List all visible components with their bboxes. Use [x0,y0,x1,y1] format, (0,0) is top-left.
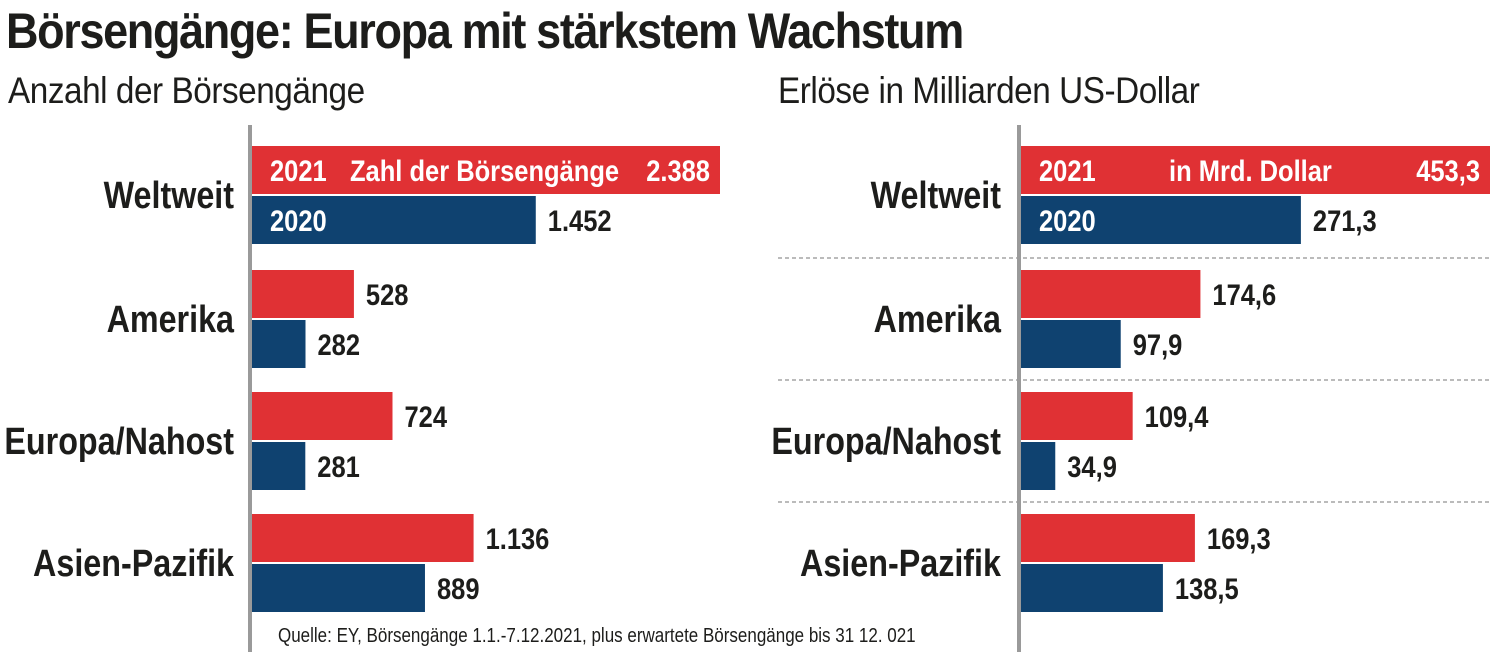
bar-2021-amerika [250,270,354,318]
data-label: 1.452 [548,204,612,237]
bar-2021-weltweit [1019,146,1490,194]
data-label: 282 [318,328,361,361]
series-label: 2020 [1039,204,1096,237]
data-label: 97,9 [1133,328,1183,361]
category-label: Europa/Nahost [771,421,1001,463]
data-label: 169,3 [1207,522,1271,555]
data-label: 138,5 [1175,572,1239,605]
bar-2020-asien-pazifik [250,564,425,612]
series-label: 2020 [270,204,327,237]
data-label: 281 [317,450,360,483]
bar-2020-weltweit [1019,196,1301,244]
data-label: 1.136 [486,522,550,555]
left-chart-subtitle: Anzahl der Börsengänge [8,70,365,111]
bar-2021-europa-nahost [1019,392,1133,440]
bar-2021-amerika [1019,270,1201,318]
right-chart-subtitle: Erlöse in Milliarden US-Dollar [778,70,1200,111]
data-label: 528 [366,278,409,311]
bar-2020-europa-nahost [250,442,306,490]
bar-2020-amerika [1019,320,1121,368]
category-label: Amerika [874,299,1002,341]
data-label: 34,9 [1067,450,1117,483]
data-label: 2.388 [646,154,710,187]
category-label: Asien-Pazifik [800,543,1001,585]
bar-2020-amerika [250,320,306,368]
bar-2021-asien-pazifik [250,514,474,562]
series-label: 2021 [1039,154,1096,187]
source-note: Quelle: EY, Börsengänge 1.1.-7.12.2021, … [278,625,916,647]
data-label: 271,3 [1313,204,1377,237]
bar-2021-europa-nahost [250,392,393,440]
bar-2020-weltweit [250,196,536,244]
bar-2021-weltweit [250,146,720,194]
category-label: Europa/Nahost [4,421,234,463]
data-label: 724 [404,400,447,433]
unit-label: Zahl der Börsengänge [350,154,619,187]
data-label: 174,6 [1212,278,1276,311]
unit-label: in Mrd. Dollar [1169,154,1332,187]
category-label: Asien-Pazifik [33,543,234,585]
data-label: 453,3 [1416,154,1480,187]
bar-2020-europa-nahost [1019,442,1056,490]
chart-title: Börsengänge: Europa mit stärkstem Wachst… [6,3,964,59]
category-label: Weltweit [104,175,235,217]
category-label: Weltweit [871,175,1002,217]
category-label: Amerika [107,299,235,341]
bar-2021-asien-pazifik [1019,514,1195,562]
bar-2020-asien-pazifik [1019,564,1163,612]
data-label: 109,4 [1145,400,1209,433]
series-label: 2021 [270,154,327,187]
data-label: 889 [437,572,480,605]
